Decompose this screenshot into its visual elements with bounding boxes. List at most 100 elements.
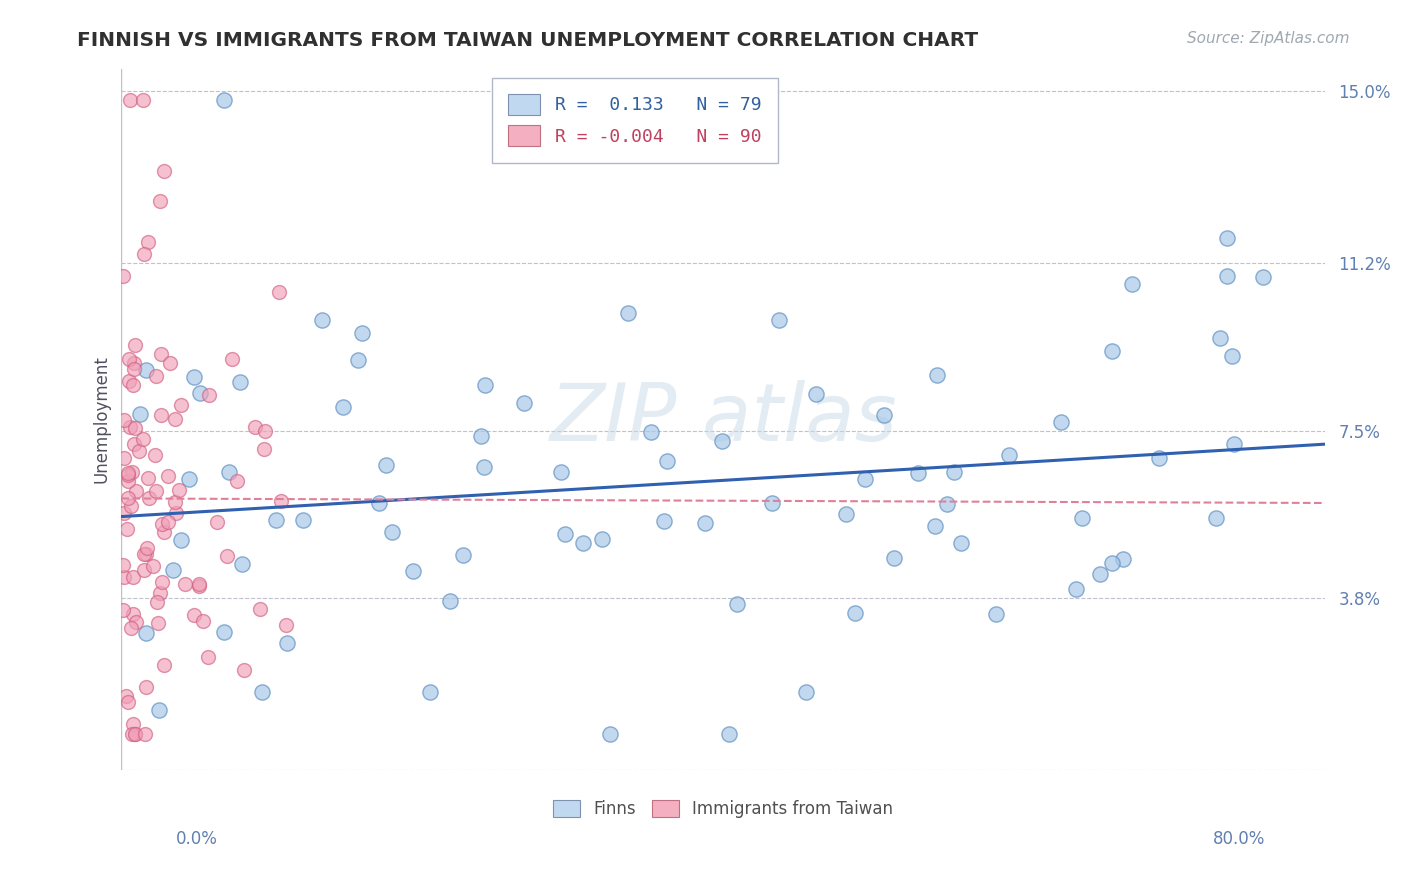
Point [135,680,157,694]
Text: FINNISH VS IMMIGRANTS FROM TAIWAN UNEMPLOYMENT CORRELATION CHART: FINNISH VS IMMIGRANTS FROM TAIWAN UNEMPL… [77,31,979,50]
Point [214,624,236,639]
Point [112,603,135,617]
Point [1101,556,1123,570]
Point [804,387,827,401]
Point [470,429,492,443]
Point [193,614,215,628]
Point [197,650,219,665]
Point [150,517,173,532]
Point [156,469,179,483]
Point [145,369,167,384]
Point [350,326,373,340]
Point [117,491,139,505]
Point [276,618,298,632]
Point [165,495,187,509]
Point [142,559,165,574]
Point [243,419,266,434]
Point [292,513,315,527]
Point [136,471,159,485]
Point [122,716,145,731]
Point [153,658,176,673]
Point [122,570,145,584]
Point [146,616,169,631]
Point [215,549,238,563]
Text: Source: ZipAtlas.com: Source: ZipAtlas.com [1187,31,1350,46]
Point [212,93,235,107]
Point [554,526,576,541]
Point [118,374,141,388]
Point [270,494,292,508]
Point [254,425,277,439]
Point [599,727,621,741]
Point [118,352,141,367]
Point [250,685,273,699]
Point [136,235,159,249]
Point [157,515,180,529]
Point [112,412,135,426]
Point [138,491,160,506]
Point [149,586,172,600]
Point [710,434,733,449]
Point [1147,450,1170,465]
Point [927,368,949,382]
Point [249,602,271,616]
Point [1070,511,1092,525]
Point [148,703,170,717]
Point [1216,231,1239,245]
Point [183,370,205,384]
Point [226,475,249,489]
Point [117,467,139,482]
Point [761,496,783,510]
Point [451,548,474,562]
Point [1251,270,1274,285]
Point [513,395,536,409]
Point [640,425,662,439]
Point [725,597,748,611]
Point [117,475,139,489]
Point [122,356,145,370]
Point [718,727,741,741]
Point [125,483,148,498]
Point [1101,343,1123,358]
Point [197,388,219,402]
Point [131,93,153,107]
Point [125,615,148,630]
Point [183,608,205,623]
Point [118,93,141,107]
Point [150,408,173,422]
Point [124,727,146,741]
Point [112,558,135,572]
Y-axis label: Unemployment: Unemployment [93,355,110,483]
Point [402,564,425,578]
Point [128,444,150,458]
Point [655,454,678,468]
Point [267,285,290,299]
Point [943,465,966,479]
Point [145,595,167,609]
Point [135,363,157,377]
Point [124,727,146,741]
Point [135,541,157,555]
Point [159,356,181,370]
Point [134,246,156,260]
Point [149,347,172,361]
Point [231,558,253,572]
Point [112,570,135,584]
Point [162,563,184,577]
Point [132,563,155,577]
Point [120,500,142,514]
Point [121,466,143,480]
Point [122,436,145,450]
Point [997,448,1019,462]
Point [187,576,209,591]
Point [221,352,243,367]
Point [218,465,240,479]
Point [1220,349,1243,363]
Point [311,312,333,326]
Point [950,536,973,550]
Point [472,459,495,474]
Text: 0.0%: 0.0% [176,830,218,847]
Point [474,377,496,392]
Point [165,411,187,425]
Point [120,420,142,434]
